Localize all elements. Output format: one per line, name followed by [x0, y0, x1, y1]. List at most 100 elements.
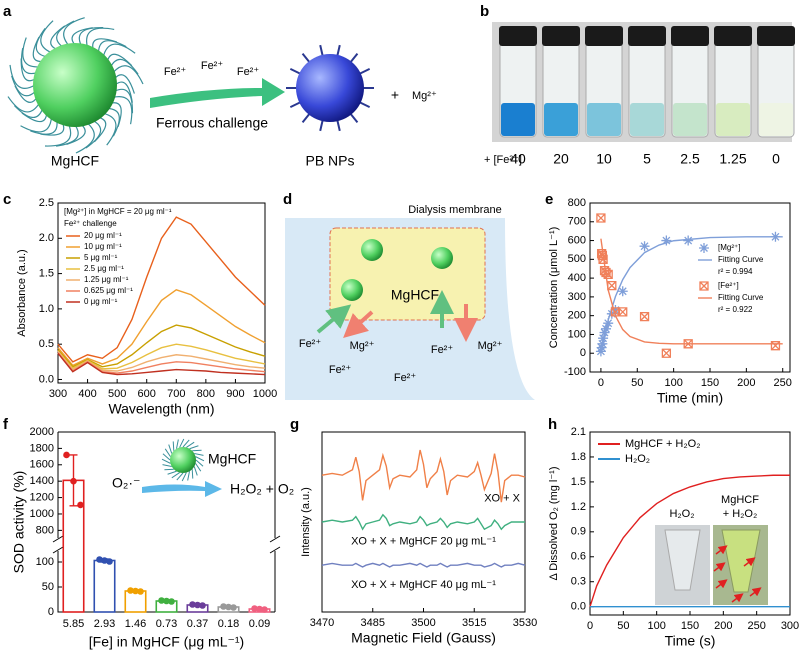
x-tick-label: 0.09 [249, 618, 270, 630]
x-tick-label: 2.93 [94, 618, 115, 630]
hair [182, 439, 190, 448]
hair [63, 17, 85, 46]
hair [179, 438, 185, 448]
data-point [610, 305, 621, 316]
hair [22, 37, 40, 68]
x-tick-label: 300 [781, 620, 799, 632]
hair [102, 43, 136, 57]
x-tick-label: 3485 [361, 617, 385, 629]
y-tick-label: 500 [568, 253, 586, 265]
data-point [607, 280, 617, 291]
concentration-label: 10 [596, 151, 612, 167]
vials: 40 20 10 5 2.5 1.25 0 [499, 26, 795, 167]
inset-label: + H₂O₂ [723, 508, 758, 520]
hair [107, 107, 120, 137]
hair [192, 449, 202, 452]
row-label: + [Fe²⁺] [484, 154, 522, 166]
core-label: MgHCF [391, 287, 439, 303]
hair [40, 20, 54, 54]
hair [35, 28, 47, 58]
concentration-label: 20 [553, 151, 569, 167]
vial-cap [628, 26, 666, 46]
particle [431, 247, 453, 269]
concentration-label: 1.25 [719, 151, 746, 167]
legend-label: Fitting Curve [718, 255, 764, 264]
panel-label: a [3, 3, 12, 20]
arrow [343, 310, 374, 339]
x-tick-label: 0.73 [156, 618, 177, 630]
y-tick-label: 300 [568, 291, 586, 303]
membrane-label: Dialysis membrane [408, 204, 502, 216]
x-tick-label: 50 [631, 377, 643, 389]
inset-label: H₂O₂ [669, 508, 694, 520]
charts: 300 400 500 600 700 800 900 10000.00.51.01.52.0… [3, 191, 799, 650]
mghcf-sphere [33, 43, 117, 127]
inset-arrow [715, 545, 728, 555]
hair [97, 40, 127, 53]
data-point [683, 235, 694, 246]
hair [193, 466, 198, 476]
fit-annotation: r² = 0.994 [718, 267, 753, 276]
data-point [598, 333, 609, 344]
replicate-point [70, 477, 77, 485]
vial-liquid [716, 103, 750, 136]
hair [187, 471, 190, 481]
plot-frame [589, 202, 791, 373]
data-point [599, 327, 610, 338]
y-tick-label: 0.9 [571, 526, 586, 538]
hair [44, 124, 72, 147]
replicate-point [194, 601, 201, 609]
hair [114, 74, 135, 94]
panel-a: a Fe²⁺ Fe²⁺ Fe²⁺ Ferrous challenge MgHCF… [3, 3, 437, 169]
y-tick-label: 100 [568, 328, 586, 340]
x-tick-label: 0 [598, 377, 604, 389]
x-tick-label: 900 [226, 388, 244, 400]
hair [186, 441, 195, 448]
x-tick-label: 3470 [310, 617, 334, 629]
replicate-point [137, 588, 144, 595]
series-line [57, 343, 266, 370]
hair [195, 463, 202, 472]
series-line [57, 352, 266, 376]
y-tick-label: 1400 [30, 475, 54, 487]
fit-line [600, 236, 783, 354]
hair [11, 75, 36, 97]
hair [75, 122, 95, 154]
x-tick-label: 100 [664, 377, 682, 389]
hair [30, 120, 58, 135]
data-point [639, 241, 650, 252]
data-point [639, 311, 650, 322]
ion-label: Fe²⁺ [299, 338, 322, 350]
replicate-point [77, 501, 84, 509]
legend-label: 0.625 μg ml⁻¹ [84, 286, 133, 295]
legend-label: MgHCF + H₂O₂ [625, 438, 700, 450]
hair [162, 464, 172, 467]
axis-break [52, 535, 64, 554]
y-tick-label: 50 [42, 581, 54, 593]
hair [195, 459, 204, 467]
y-axis-label: Absorbance (a.u.) [16, 249, 28, 336]
y-tick-label: 0.3 [571, 576, 586, 588]
hair [78, 26, 104, 46]
hair [194, 453, 204, 456]
y-tick-label: 0.5 [39, 338, 54, 350]
panel-d: d Dialysis membrane MgHCF Fe²⁺ Mg²⁺ Fe²⁺… [283, 191, 535, 400]
ion-label: Fe²⁺ [394, 372, 417, 384]
x-tick-label: 250 [774, 377, 792, 389]
hair [162, 453, 171, 461]
x-tick-label: 200 [737, 377, 755, 389]
ion-label: Fe²⁺ [329, 364, 352, 376]
arrow [150, 78, 285, 108]
x-tick-label: 600 [138, 388, 156, 400]
mghcf-sphere [170, 447, 196, 473]
hair [167, 470, 177, 475]
y-tick-label: 0 [580, 347, 586, 359]
annotation: O₂·⁻ [112, 475, 140, 491]
hair [20, 117, 53, 133]
product-label: PB NPs [305, 153, 354, 169]
x-axis-label: Time (min) [657, 390, 723, 406]
legend-label: 1.25 μg ml⁻¹ [84, 275, 129, 284]
series-label: XO + X [484, 493, 520, 505]
vial-cap [542, 26, 580, 46]
concentration-label: 0 [772, 151, 780, 167]
